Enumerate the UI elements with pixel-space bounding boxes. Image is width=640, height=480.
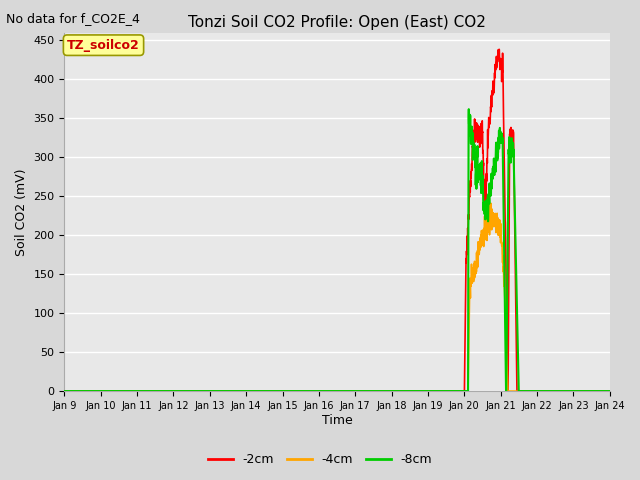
X-axis label: Time: Time [322,414,353,427]
Text: TZ_soilco2: TZ_soilco2 [67,39,140,52]
Text: No data for f_CO2E_4: No data for f_CO2E_4 [6,12,140,25]
Y-axis label: Soil CO2 (mV): Soil CO2 (mV) [15,168,28,255]
Title: Tonzi Soil CO2 Profile: Open (East) CO2: Tonzi Soil CO2 Profile: Open (East) CO2 [188,15,486,30]
Legend: -2cm, -4cm, -8cm: -2cm, -4cm, -8cm [203,448,437,471]
